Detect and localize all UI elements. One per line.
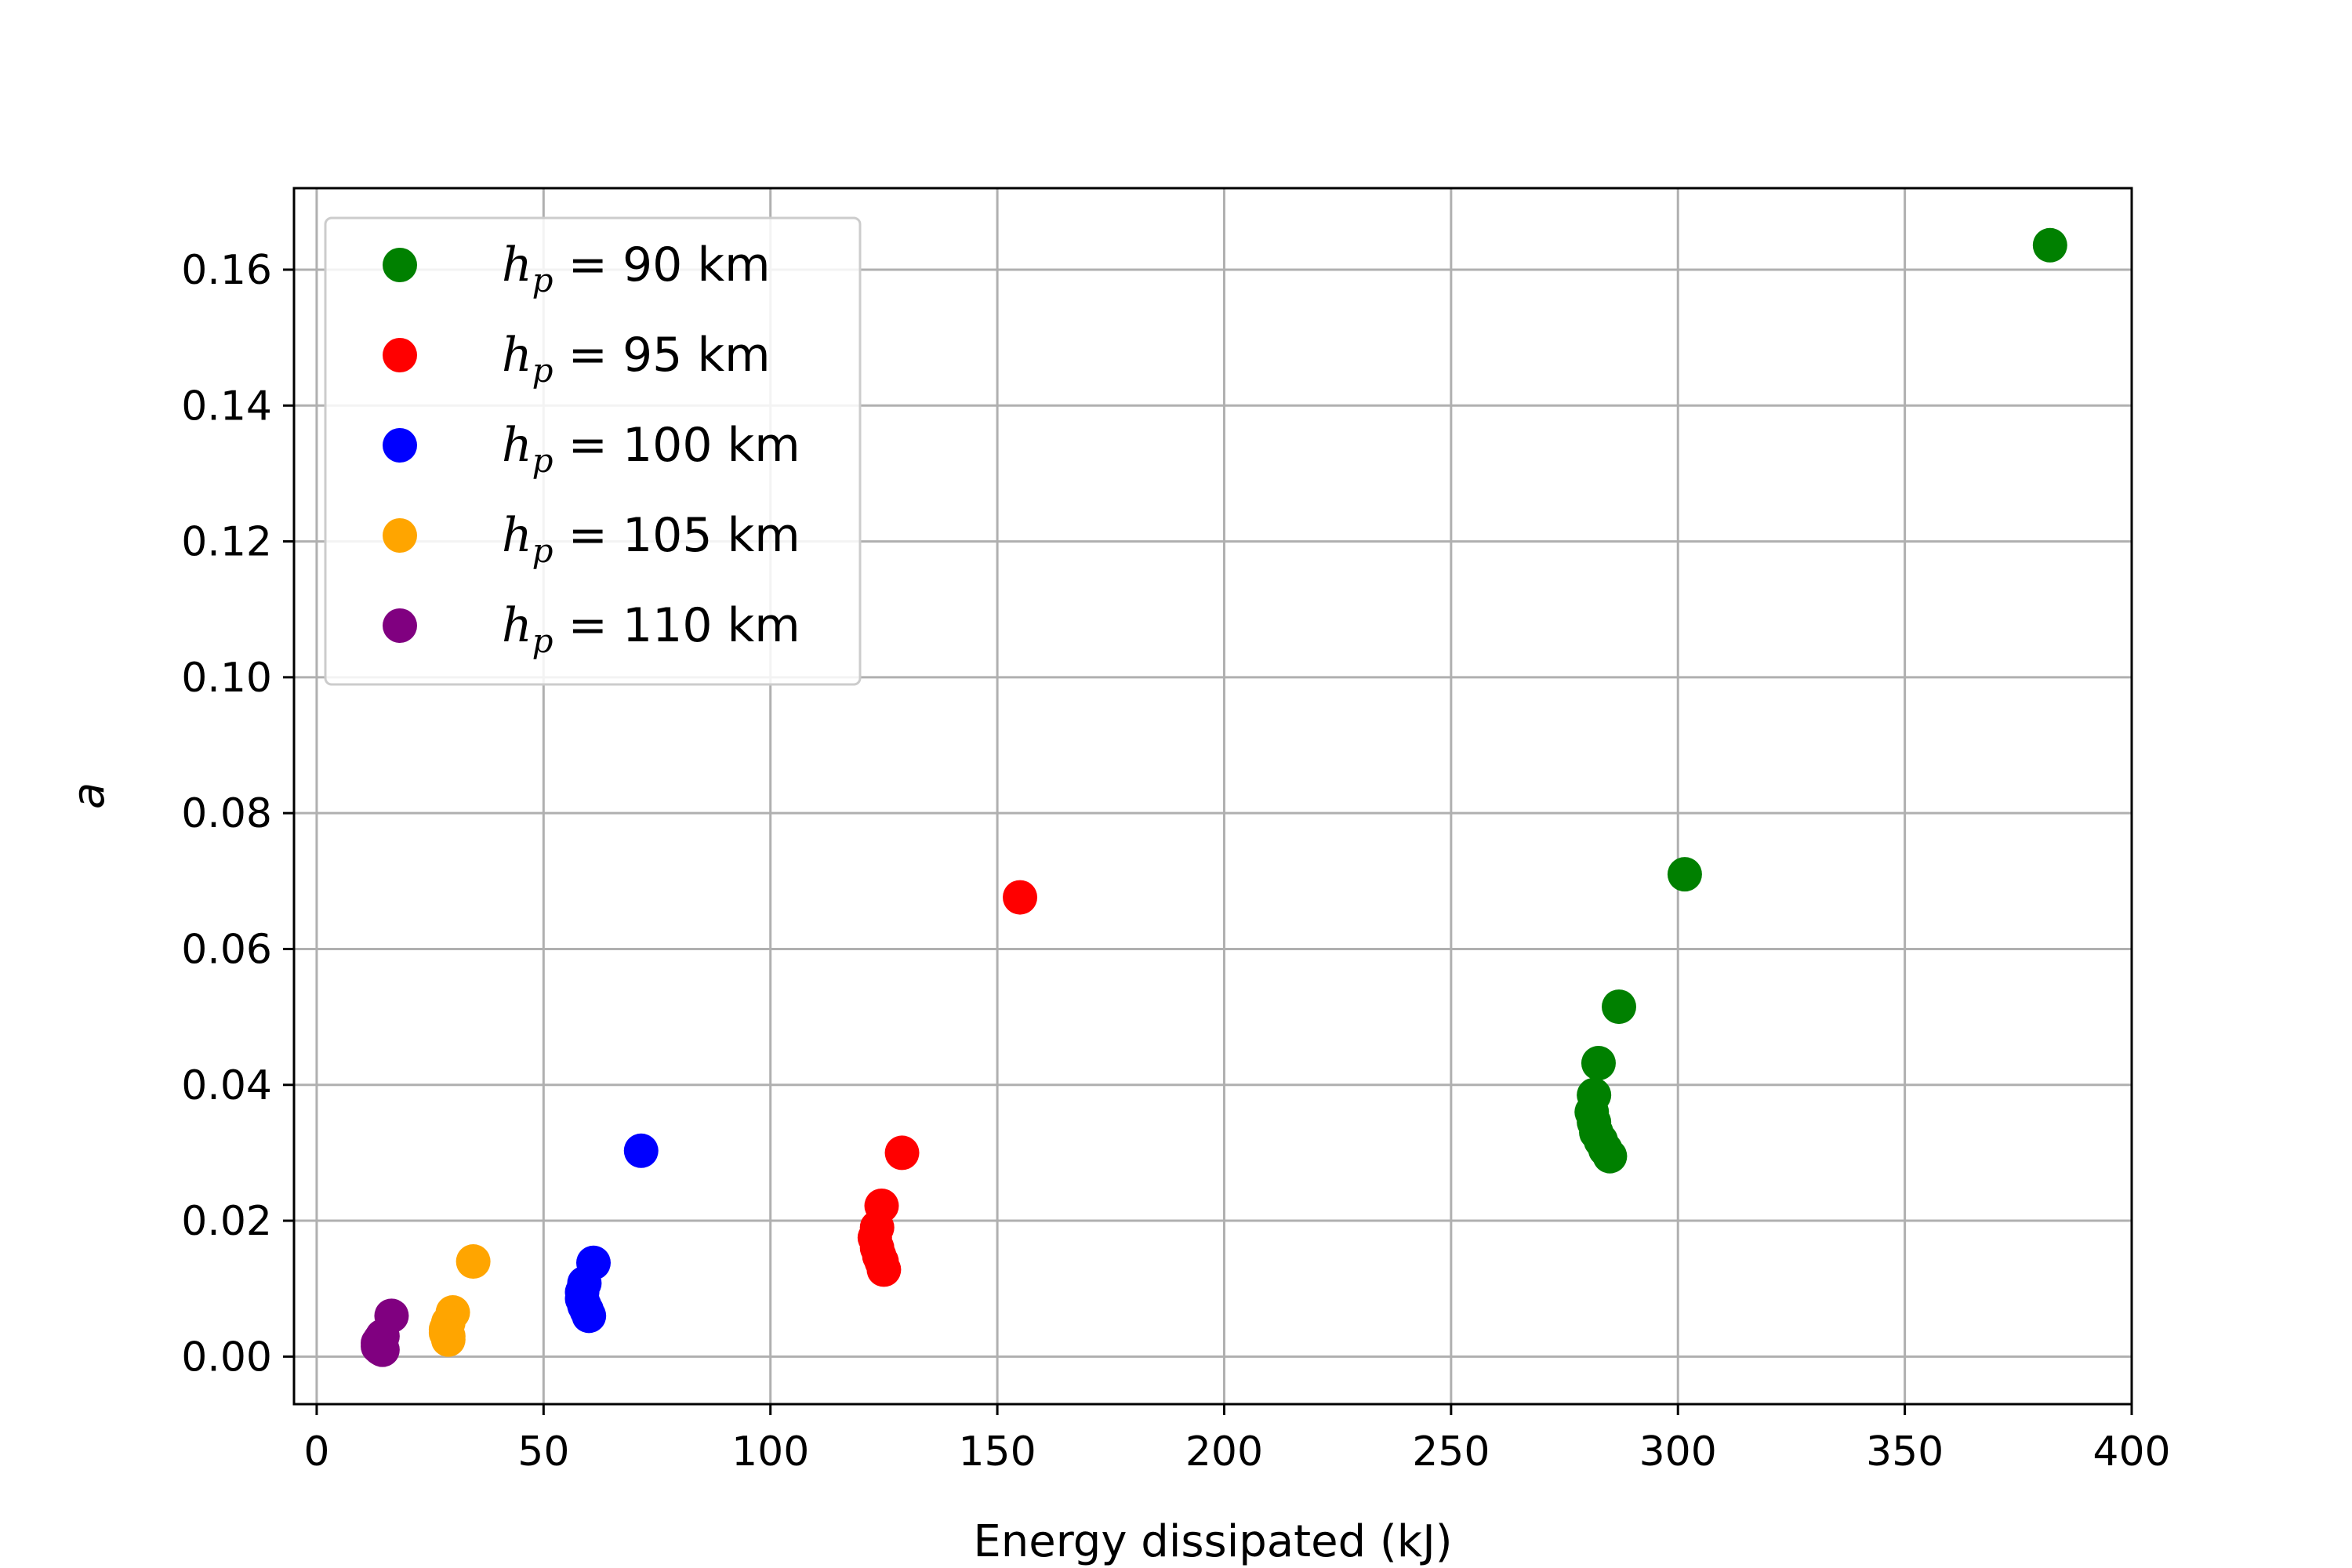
axis-ticks: 0 50 100 150 200 250 300 350 400 0.00 0.02 0.04 0.06… [181, 247, 2170, 1475]
x-tick-label: 50 [517, 1428, 569, 1475]
legend-item: hp = 100 km [383, 418, 800, 480]
x-tick-label: 300 [1639, 1428, 1717, 1475]
legend-item: hp = 90 km [383, 238, 771, 299]
y-tick-label: 0.12 [181, 519, 272, 566]
series-4 [428, 1244, 491, 1357]
x-tick-label: 350 [1866, 1428, 1944, 1475]
y-axis-label: a [64, 782, 114, 809]
data-point [866, 1252, 902, 1287]
legend-box [324, 216, 862, 686]
y-tick-label: 0.16 [181, 247, 272, 294]
legend-label: hp = 100 km [502, 418, 800, 480]
data-point [1581, 1046, 1616, 1081]
y-tick-label: 0.10 [181, 655, 272, 702]
legend-marker [383, 518, 417, 553]
data-point [430, 1322, 466, 1357]
data-point [884, 1135, 920, 1171]
x-axis-label: Energy dissipated (kJ) [973, 1516, 1452, 1567]
series-5 [361, 1298, 409, 1367]
legend-marker [383, 428, 417, 463]
data-point [572, 1298, 607, 1334]
x-tick-label: 100 [731, 1428, 809, 1475]
legend-label: hp = 105 km [502, 508, 800, 570]
data-point [1592, 1138, 1628, 1174]
data-point [1667, 857, 1702, 892]
series-1 [1574, 227, 2067, 1174]
legend-label: hp = 110 km [502, 598, 800, 660]
legend-marker [383, 338, 417, 372]
x-tick-label: 250 [1412, 1428, 1490, 1475]
series-3 [564, 1133, 659, 1334]
x-tick-label: 400 [2092, 1428, 2170, 1475]
data-point [365, 1332, 400, 1367]
y-tick-label: 0.14 [181, 383, 272, 430]
y-tick-label: 0.06 [181, 926, 272, 973]
data-point [456, 1244, 491, 1279]
y-tick-label: 0.00 [181, 1334, 272, 1381]
y-tick-label: 0.04 [181, 1062, 272, 1109]
data-points [361, 227, 2067, 1367]
legend-label: hp = 90 km [502, 238, 771, 299]
y-tick-label: 0.02 [181, 1198, 272, 1245]
x-tick-label: 200 [1185, 1428, 1263, 1475]
x-tick-label: 0 [303, 1428, 329, 1475]
legend-item: hp = 95 km [383, 328, 771, 390]
y-tick-label: 0.08 [181, 790, 272, 837]
data-point [1003, 880, 1038, 915]
legend-marker [383, 608, 417, 643]
legend-label: hp = 95 km [502, 328, 771, 390]
x-tick-label: 150 [958, 1428, 1036, 1475]
legend-item: hp = 110 km [383, 598, 800, 660]
series-2 [857, 880, 1038, 1287]
data-point [1601, 989, 1636, 1025]
plot-frame [292, 187, 2133, 1406]
legend: hp = 90 km hp = 95 km hp = 100 km hp = 105 … [324, 216, 862, 686]
legend-item: hp = 105 km [383, 508, 800, 570]
legend-marker [383, 248, 417, 282]
data-point [2032, 227, 2067, 263]
data-point [623, 1133, 659, 1168]
